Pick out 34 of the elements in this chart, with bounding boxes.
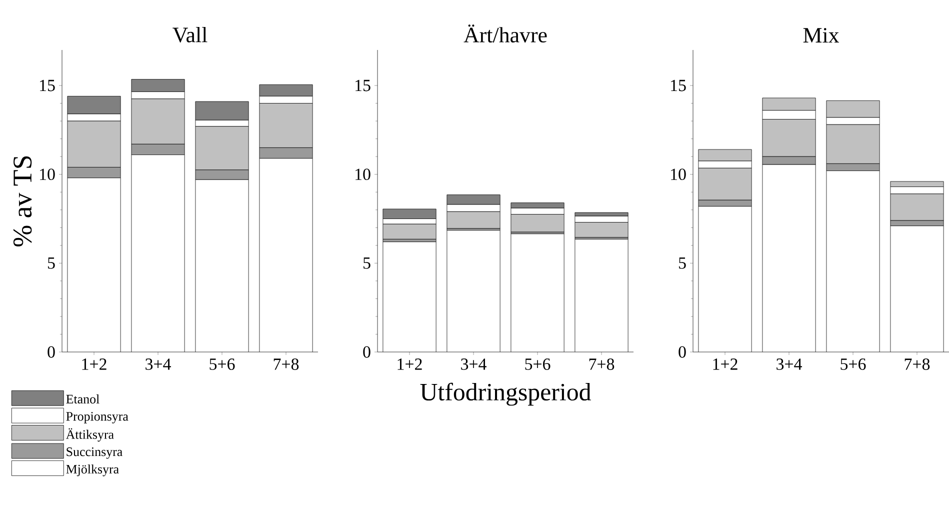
y-tick-label: 5 (679, 258, 686, 269)
chart-title: Vall (172, 26, 208, 42)
y-tick-label: 5 (364, 258, 370, 269)
x-axis-title: Utfodringsperiod (420, 382, 591, 406)
legend-label: Ättiksyra (66, 428, 114, 442)
y-tick-label: 15 (40, 80, 55, 92)
y-tick-label: 10 (356, 168, 370, 180)
legend-label: Mjölksyra (66, 464, 119, 476)
y-tick-label: 0 (678, 346, 686, 358)
x-tick-label: 5+6 (840, 358, 866, 370)
x-tick-label: 7+8 (589, 358, 614, 370)
chart-title: Mix (803, 28, 840, 42)
y-tick-label: 15 (671, 80, 686, 92)
legend-label: Succinsyra (66, 447, 122, 459)
x-tick-label: 5+6 (210, 358, 235, 370)
x-tick-label: 5+6 (525, 358, 550, 370)
legend-label: Propionsyra (66, 412, 128, 424)
x-tick-label: 3+4 (146, 358, 171, 370)
x-tick-label: 3+4 (776, 358, 802, 370)
x-tick-label: 7+8 (904, 358, 930, 370)
chart-title: Ärt/havre (464, 24, 547, 42)
y-tick-label: 5 (48, 258, 55, 269)
y-tick-label: 10 (40, 168, 55, 180)
x-tick-label: 1+2 (82, 358, 106, 370)
x-tick-label: 3+4 (461, 358, 486, 370)
y-axis-title: % av TS (13, 156, 32, 246)
x-tick-label: 1+2 (713, 358, 738, 370)
y-tick-label: 0 (48, 346, 55, 358)
x-tick-label: 7+8 (274, 358, 299, 370)
y-tick-label: 10 (671, 168, 686, 180)
legend-label: Etanol (66, 394, 100, 404)
y-tick-label: 0 (363, 346, 370, 358)
x-tick-label: 1+2 (398, 358, 422, 370)
y-tick-label: 15 (356, 80, 370, 92)
